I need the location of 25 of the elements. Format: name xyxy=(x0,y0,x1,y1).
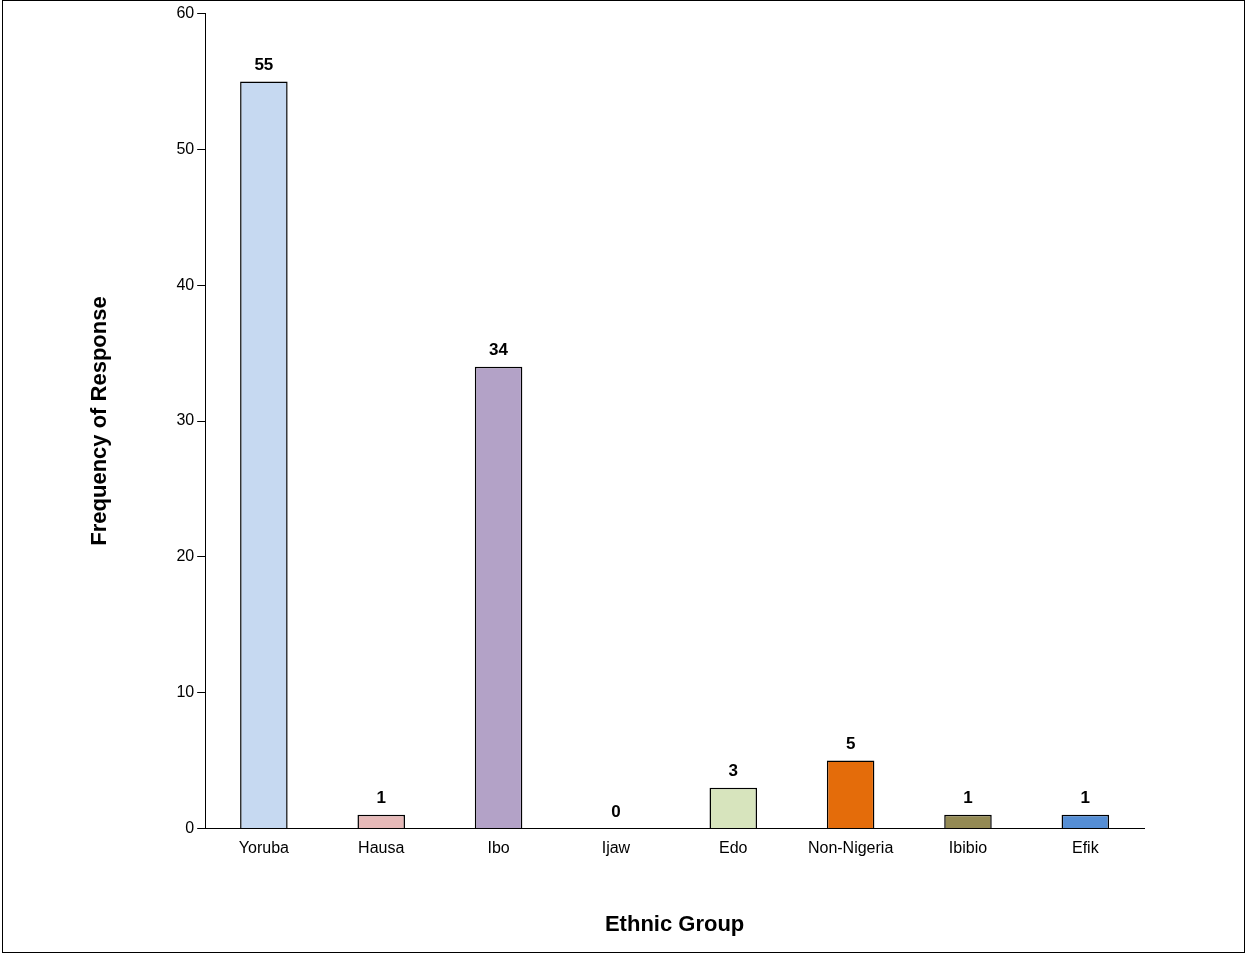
x-tick-label: Hausa xyxy=(358,839,405,857)
data-label: 1 xyxy=(963,788,973,808)
x-tick-label: Ibo xyxy=(487,839,510,857)
y-tick-label: 50 xyxy=(176,139,195,157)
y-tick-label: 60 xyxy=(176,4,195,22)
x-tick-label: Ibibio xyxy=(948,839,988,857)
data-label: 55 xyxy=(254,54,274,74)
data-label: 1 xyxy=(376,788,386,808)
y-tick-label: 40 xyxy=(176,275,195,293)
y-axis-title: Frequency of Response xyxy=(86,296,112,546)
data-label: 5 xyxy=(845,733,856,753)
y-tick-label: 30 xyxy=(176,411,195,429)
x-tick-label: Efik xyxy=(1071,839,1100,857)
y-tick-label: 10 xyxy=(176,683,195,701)
y-tick-label: 0 xyxy=(185,818,195,836)
x-tick-label: Edo xyxy=(719,839,748,857)
y-tick-label: 20 xyxy=(176,547,195,565)
x-axis-title: Ethnic Group xyxy=(604,910,745,936)
x-tick-label: Yoruba xyxy=(238,839,290,857)
data-label: 34 xyxy=(489,339,509,359)
x-tick-label: Non-Nigeria xyxy=(807,839,894,857)
data-label: 1 xyxy=(1080,788,1091,808)
data-label: 0 xyxy=(611,801,621,821)
data-label: 3 xyxy=(728,760,739,780)
x-tick-label: Ijaw xyxy=(601,839,631,857)
